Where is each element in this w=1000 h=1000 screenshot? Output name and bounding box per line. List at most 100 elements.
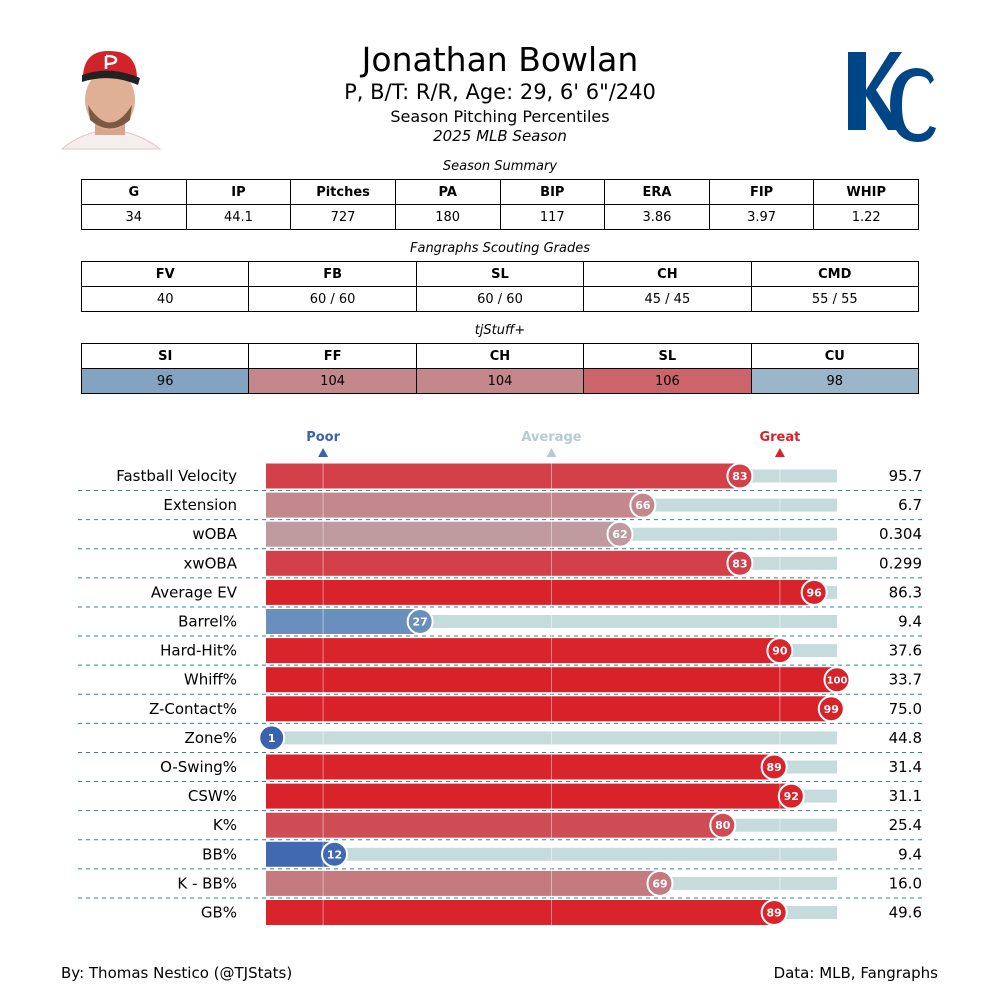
percentile-dot [800, 578, 828, 606]
percentile-dot [726, 462, 754, 490]
percentile-bar [266, 521, 621, 547]
footer-source: Data: MLB, Fangraphs [773, 964, 938, 982]
table-header: Pitches [290, 179, 396, 205]
table-cell: 117 [499, 204, 606, 230]
metric-value: 31.1 [889, 787, 922, 805]
metric-label: Hard-Hit% [160, 642, 237, 660]
table-header: FF [248, 343, 417, 369]
tjstuff-caption: tjStuff+ [474, 323, 526, 338]
percentile-bar [266, 609, 421, 634]
metric-label: O-Swing% [160, 758, 237, 776]
percentile-bar [266, 667, 837, 693]
percentile-dot [646, 869, 674, 897]
metric-value: 31.4 [889, 758, 922, 776]
table-cell: 727 [290, 204, 396, 230]
percentile-label: 66 [635, 499, 651, 512]
percentile-chart: Poor Average Great Fastball Velocity 95.7 Ext… [78, 430, 923, 926]
table-cell: 98 [750, 368, 920, 394]
table-header: SL [415, 261, 585, 287]
marker-arrow-icon [546, 448, 557, 457]
percentile-bar [266, 900, 775, 925]
table-header: CH [415, 343, 585, 369]
metric-label: Extension [163, 496, 237, 514]
metric-label: K - BB% [177, 874, 237, 892]
table-header: SL [583, 343, 752, 369]
table-cell: 1.22 [813, 204, 919, 230]
marker-label: Average [521, 430, 581, 445]
metric-value: 33.7 [889, 671, 922, 689]
percentile-label: 62 [612, 528, 627, 541]
percentile-label: 89 [767, 907, 782, 920]
table-cell: 106 [583, 368, 752, 394]
percentile-label: 27 [413, 616, 428, 629]
percentile-bar [266, 754, 775, 780]
season-summary-table: G IP Pitches PA BIP ERA FIP WHIP 34 44.1 727 180 117… [81, 179, 919, 230]
percentile-label: 80 [715, 819, 731, 832]
table-cell: 60 / 60 [248, 286, 417, 312]
metric-label: xwOBA [183, 554, 237, 572]
marker-label: Poor [306, 430, 340, 445]
player-name: Jonathan Bowlan [361, 40, 639, 79]
metric-value: 6.7 [898, 496, 922, 514]
table-header: IP [185, 179, 292, 205]
percentile-label: 90 [772, 645, 788, 658]
percentile-bar [266, 638, 780, 664]
metric-label: wOBA [192, 525, 237, 543]
percentile-bar [266, 812, 723, 838]
table-header: BIP [499, 179, 606, 205]
footer-credit: By: Thomas Nestico (@TJStats) [61, 964, 293, 982]
percentile-dot [760, 753, 788, 781]
table-header: CMD [750, 261, 920, 287]
metric-label: Zone% [185, 729, 237, 747]
table-cell: 34 [81, 204, 187, 230]
percentile-bar [266, 579, 815, 605]
metric-label: CSW% [188, 787, 237, 805]
table-cell: 3.86 [604, 204, 710, 230]
percentile-dot [629, 491, 657, 519]
table-header: G [81, 179, 187, 205]
metric-value: 86.3 [889, 583, 922, 601]
metric-value: 49.6 [889, 904, 922, 922]
percentile-bar [266, 870, 660, 896]
metric-value: 25.4 [889, 816, 922, 834]
table-header: FV [80, 261, 250, 287]
percentile-dot [777, 782, 805, 810]
metric-value: 95.7 [889, 467, 922, 485]
percentile-label: 83 [732, 557, 747, 570]
percentile-dot [258, 724, 286, 752]
percentile-label: 89 [767, 761, 782, 774]
season-summary-caption: Season Summary [442, 159, 558, 174]
metric-value: 9.4 [898, 845, 922, 863]
bar-track [266, 731, 837, 745]
table-cell: 55 / 55 [750, 286, 920, 312]
table-header: SI [80, 343, 250, 369]
percentile-label: 83 [732, 470, 747, 483]
table-header: PA [394, 179, 501, 205]
percentile-label: 12 [327, 848, 342, 861]
table-cell: 60 / 60 [415, 286, 585, 312]
bar-track [266, 847, 837, 861]
table-header: ERA [604, 179, 710, 205]
percentile-dot [709, 811, 737, 839]
metric-label: GB% [201, 904, 237, 922]
table-cell: 96 [80, 368, 250, 394]
table-cell: 180 [394, 204, 501, 230]
table-header: WHIP [813, 179, 919, 205]
percentile-label: 1 [268, 732, 276, 745]
percentile-dot [817, 695, 845, 723]
scouting-table: FV FB SL CH CMD 40 60 / 60 60 / 60 45 / 45 55 / 5… [80, 261, 920, 312]
table-cell: 44.1 [185, 204, 292, 230]
percentile-dot [726, 549, 754, 577]
scouting-caption: Fangraphs Scouting Grades [410, 241, 590, 256]
metric-value: 9.4 [898, 613, 922, 631]
metric-label: Whiff% [184, 671, 237, 689]
table-header: CH [583, 261, 752, 287]
percentile-label: 99 [824, 703, 839, 716]
percentile-dot [823, 666, 851, 694]
table-cell: 104 [415, 368, 585, 394]
tjstuff-table: SI FF CH SL CU 96 104 104 106 98 [80, 343, 920, 394]
metric-label: K% [213, 816, 237, 834]
metric-label: Fastball Velocity [116, 467, 237, 485]
table-header: CU [750, 343, 920, 369]
percentile-label: 92 [784, 790, 799, 803]
